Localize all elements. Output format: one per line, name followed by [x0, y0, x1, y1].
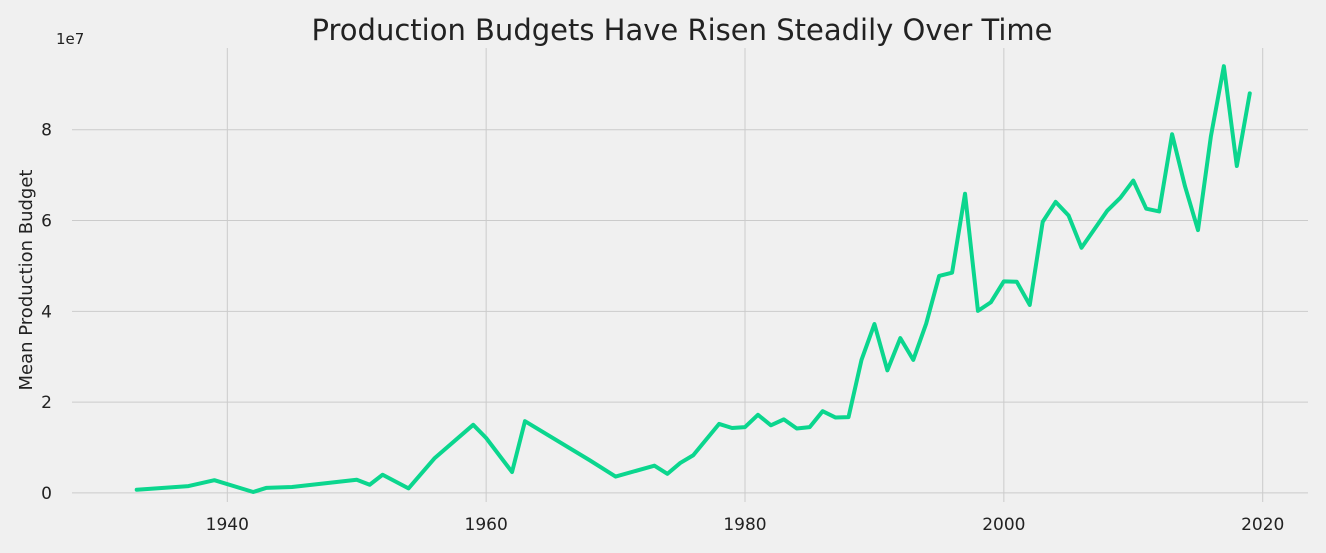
data-point	[1170, 132, 1174, 136]
data-point	[368, 483, 372, 487]
data-point	[847, 415, 851, 419]
data-point	[652, 464, 656, 468]
data-point	[1248, 91, 1252, 95]
y-tick-label: 8	[41, 121, 52, 141]
data-point	[1131, 179, 1135, 183]
x-tick-label: 2000	[982, 515, 1025, 535]
data-point	[691, 453, 695, 457]
grid	[72, 48, 1308, 502]
y-axis-ticks: 0 2 4 6 8	[41, 121, 52, 504]
data-point	[1028, 303, 1032, 307]
data-point	[769, 423, 773, 427]
data-point	[756, 413, 760, 417]
data-point	[1067, 214, 1071, 218]
data-point	[821, 409, 825, 413]
data-point	[471, 423, 475, 427]
data-point	[743, 425, 747, 429]
x-axis-ticks: 1940 1960 1980 2000 2020	[206, 515, 1285, 535]
y-axis-exponent-label: 1e7	[56, 30, 84, 48]
data-point	[717, 422, 721, 426]
data-point	[588, 458, 592, 462]
data-point	[989, 300, 993, 304]
data-point	[1015, 280, 1019, 284]
data-point	[381, 473, 385, 477]
data-point	[251, 490, 255, 494]
data-point	[834, 416, 838, 420]
data-point	[859, 358, 863, 362]
data-point	[1183, 184, 1187, 188]
data-point	[808, 425, 812, 429]
data-point	[614, 475, 618, 479]
data-point	[1222, 64, 1226, 68]
data-point	[924, 322, 928, 326]
data-point	[407, 486, 411, 490]
series-group	[134, 64, 1252, 495]
data-point	[186, 484, 190, 488]
data-point	[523, 419, 527, 423]
data-point	[872, 322, 876, 326]
y-tick-label: 4	[41, 302, 52, 322]
chart-title: Production Budgets Have Risen Steadily O…	[312, 13, 1053, 47]
data-point	[484, 436, 488, 440]
data-point	[1209, 134, 1213, 138]
y-axis-label: Mean Production Budget	[16, 170, 37, 391]
x-tick-label: 1980	[723, 515, 766, 535]
data-point	[976, 309, 980, 313]
data-point	[1144, 207, 1148, 211]
data-point	[1196, 228, 1200, 232]
data-point	[665, 472, 669, 476]
data-point	[898, 336, 902, 340]
data-point	[1118, 196, 1122, 200]
data-point	[432, 456, 436, 460]
data-point	[1235, 164, 1239, 168]
y-tick-label: 0	[41, 484, 52, 504]
data-point	[1002, 279, 1006, 283]
data-point	[950, 271, 954, 275]
data-point	[264, 486, 268, 490]
data-point	[135, 488, 139, 492]
data-point	[510, 470, 514, 474]
data-point	[795, 426, 799, 430]
x-tick-label: 1940	[206, 515, 249, 535]
data-point	[678, 461, 682, 465]
y-tick-label: 6	[41, 212, 52, 232]
data-point	[212, 478, 216, 482]
series-line	[134, 64, 1252, 495]
data-point	[937, 274, 941, 278]
data-point	[1080, 246, 1084, 250]
y-tick-label: 2	[41, 393, 52, 413]
data-point	[1157, 209, 1161, 213]
data-point	[355, 478, 359, 482]
data-point	[730, 426, 734, 430]
x-tick-label: 2020	[1241, 515, 1284, 535]
x-tick-label: 1960	[465, 515, 508, 535]
data-point	[290, 485, 294, 489]
data-point	[1105, 209, 1109, 213]
data-point	[963, 192, 967, 196]
data-point	[911, 358, 915, 362]
data-point	[885, 368, 889, 372]
data-point	[1041, 220, 1045, 224]
data-point	[782, 417, 786, 421]
data-point	[1054, 200, 1058, 204]
